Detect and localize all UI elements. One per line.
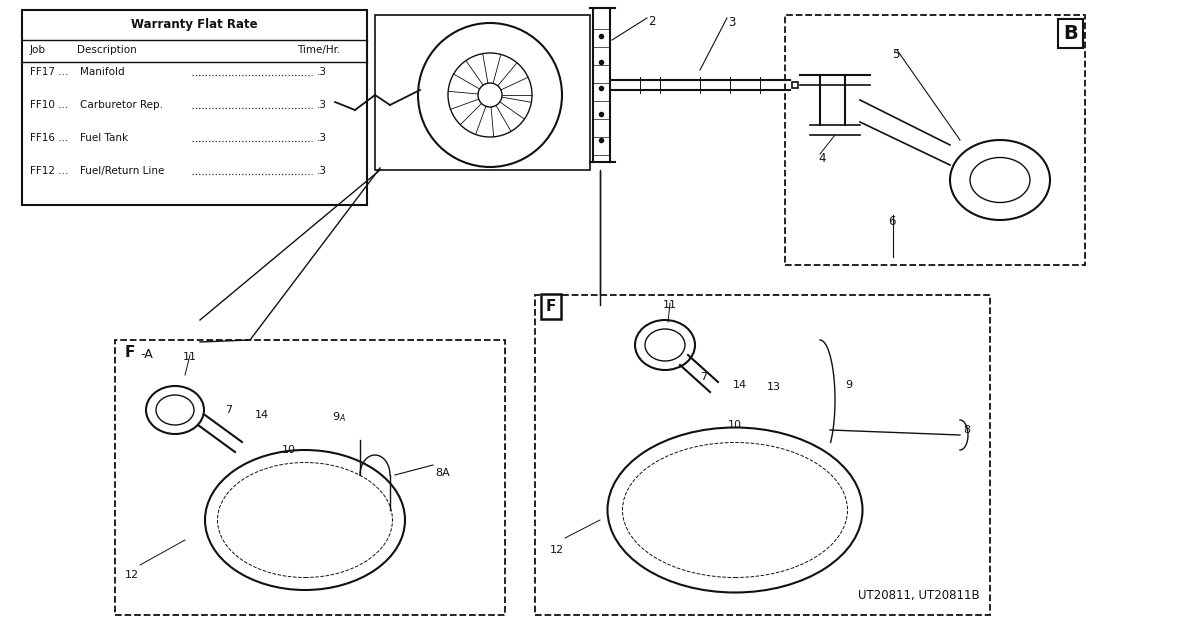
Text: 12: 12	[550, 545, 564, 555]
Text: 10: 10	[728, 420, 742, 430]
Text: UT20811, UT20811B: UT20811, UT20811B	[858, 589, 979, 602]
Text: .3: .3	[317, 100, 326, 110]
Text: 10: 10	[282, 445, 296, 455]
Text: -A: -A	[140, 348, 152, 361]
Text: B: B	[1063, 24, 1078, 43]
Text: Fuel Tank: Fuel Tank	[80, 133, 128, 143]
Text: 4: 4	[818, 152, 826, 165]
Text: .3: .3	[317, 133, 326, 143]
Text: 11: 11	[662, 300, 677, 310]
Text: 7: 7	[226, 405, 232, 415]
Text: Carburetor Rep.: Carburetor Rep.	[80, 100, 163, 110]
Text: 14: 14	[733, 380, 748, 390]
Text: 12: 12	[125, 570, 139, 580]
Text: 2: 2	[648, 15, 655, 28]
Text: 13: 13	[767, 382, 781, 392]
Text: FF10 ...: FF10 ...	[30, 100, 68, 110]
Text: F: F	[546, 299, 557, 314]
Text: Time/Hr.: Time/Hr.	[298, 45, 341, 55]
Text: Manifold: Manifold	[80, 67, 125, 77]
Text: Description: Description	[77, 45, 137, 55]
Text: .3: .3	[317, 67, 326, 77]
Text: 9: 9	[845, 380, 852, 390]
Text: 14: 14	[256, 410, 269, 420]
Text: 11: 11	[182, 352, 197, 362]
Text: 8A: 8A	[436, 468, 450, 478]
Text: Warranty Flat Rate: Warranty Flat Rate	[131, 18, 257, 31]
Text: 3: 3	[728, 16, 736, 29]
Text: FF12 ...: FF12 ...	[30, 166, 68, 176]
Text: .3: .3	[317, 166, 326, 176]
Text: 5: 5	[892, 48, 899, 61]
Text: FF17 ...: FF17 ...	[30, 67, 68, 77]
Text: 8: 8	[964, 425, 970, 435]
Text: F: F	[125, 345, 136, 360]
Text: Fuel/Return Line: Fuel/Return Line	[80, 166, 164, 176]
Text: FF16 ...: FF16 ...	[30, 133, 68, 143]
Text: Job: Job	[30, 45, 46, 55]
Text: 9$_A$: 9$_A$	[332, 410, 346, 424]
Text: 6: 6	[888, 215, 895, 228]
Text: 7: 7	[700, 372, 707, 382]
